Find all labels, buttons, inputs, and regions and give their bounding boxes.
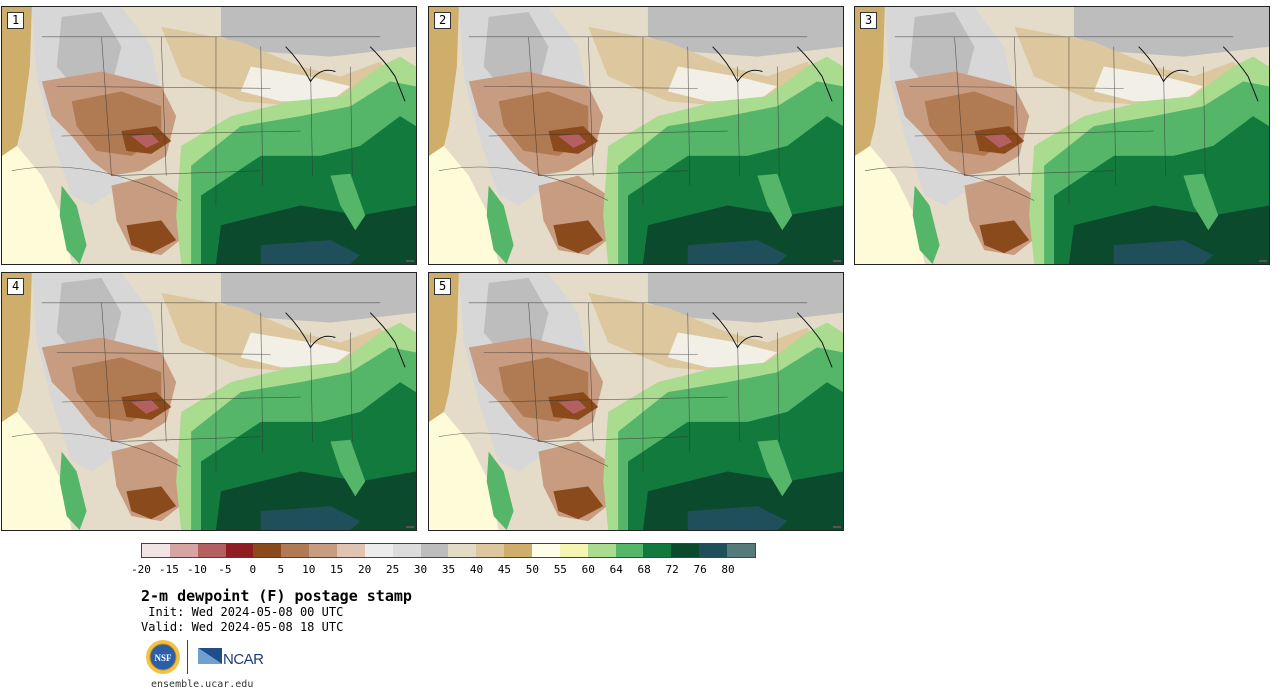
stamp-panel-1: 1 [1, 6, 417, 265]
corner-mark [833, 260, 841, 262]
colorbar-swatch [643, 544, 672, 557]
colorbar-swatch [671, 544, 700, 557]
colorbar-swatch [253, 544, 282, 557]
colorbar-swatch [727, 544, 755, 557]
colorbar-swatch [504, 544, 533, 557]
colorbar-swatch [476, 544, 505, 557]
nsf-logo-icon: NSF [146, 640, 180, 674]
colorbar-tick-label: 15 [330, 563, 344, 576]
colorbar-tick-label: 76 [693, 563, 707, 576]
colorbar-swatch [587, 544, 616, 557]
stamp-panel-2: 2 [428, 6, 844, 265]
footer-url: ensemble.ucar.edu [151, 679, 254, 690]
dewpoint-map-2 [429, 7, 843, 264]
logo-divider [187, 640, 188, 674]
ncar-logo-text: NCAR [223, 651, 264, 668]
dewpoint-map-1 [2, 7, 416, 264]
dewpoint-map-3 [855, 7, 1269, 264]
dewpoint-map-4 [2, 273, 416, 530]
panel-number: 1 [7, 12, 25, 29]
panel-number: 2 [434, 12, 452, 29]
colorbar-swatch [281, 544, 310, 557]
colorbar-tick-label: 72 [665, 563, 679, 576]
stamp-panel-4: 4 [1, 272, 417, 531]
init-time: Init: Wed 2024-05-08 00 UTC [141, 605, 344, 619]
colorbar-tick-label: -10 [186, 563, 207, 576]
valid-time: Valid: Wed 2024-05-08 18 UTC [141, 620, 344, 634]
colorbar-tick-label: 20 [358, 563, 372, 576]
colorbar-swatch [169, 544, 198, 557]
corner-mark [406, 526, 414, 528]
panel-number: 3 [860, 12, 878, 29]
colorbar-tick-label: 0 [249, 563, 257, 576]
colorbar [141, 543, 756, 558]
colorbar-tick-label: 45 [497, 563, 512, 576]
colorbar-swatch [309, 544, 338, 557]
colorbar-swatch [699, 544, 728, 557]
logo-area: NSF NCAR [144, 638, 274, 676]
nsf-logo-text: NSF [154, 653, 172, 663]
colorbar-tick-label: 35 [441, 563, 456, 576]
colorbar-tick-label: 64 [609, 563, 623, 576]
colorbar-tick-label: 40 [469, 563, 484, 576]
colorbar-swatch [225, 544, 254, 557]
colorbar-tick-label: 10 [302, 563, 316, 576]
colorbar-swatch [559, 544, 588, 557]
corner-mark [406, 260, 414, 262]
ncar-logo-icon: NCAR [198, 648, 265, 668]
colorbar-tick-label: 5 [277, 563, 285, 576]
corner-mark [1259, 260, 1267, 262]
colorbar-swatch [532, 544, 560, 557]
colorbar-tick-label: -15 [159, 563, 179, 576]
panel-number: 4 [7, 278, 25, 295]
colorbar-swatch [142, 544, 170, 557]
colorbar-tick-label: -20 [131, 563, 151, 576]
colorbar-swatch [615, 544, 644, 557]
colorbar-swatch [392, 544, 421, 557]
colorbar-swatch [337, 544, 365, 557]
colorbar-tick-label: 30 [413, 563, 428, 576]
colorbar-tick-label: -5 [218, 563, 232, 576]
panel-number: 5 [434, 278, 452, 295]
colorbar-tick-label: 25 [385, 563, 400, 576]
colorbar-swatch [197, 544, 226, 557]
colorbar-swatch [448, 544, 477, 557]
colorbar-tick-label: 68 [637, 563, 651, 576]
colorbar-tick-label: 60 [581, 563, 595, 576]
corner-mark [833, 526, 841, 528]
colorbar-tick-label: 55 [553, 563, 567, 576]
chart-title: 2-m dewpoint (F) postage stamp [141, 587, 412, 605]
stamp-panel-5: 5 [428, 272, 844, 531]
colorbar-swatch [364, 544, 393, 557]
dewpoint-map-5 [429, 273, 843, 530]
stamp-panel-3: 3 [854, 6, 1270, 265]
colorbar-ticks: -20 -15 -10 -5 0 5 10 15 20 25 30 35 40 45 50 55 60 64 68 7… [131, 563, 781, 577]
colorbar-swatch [420, 544, 449, 557]
colorbar-tick-label: 50 [525, 563, 539, 576]
colorbar-tick-label: 80 [721, 563, 735, 576]
